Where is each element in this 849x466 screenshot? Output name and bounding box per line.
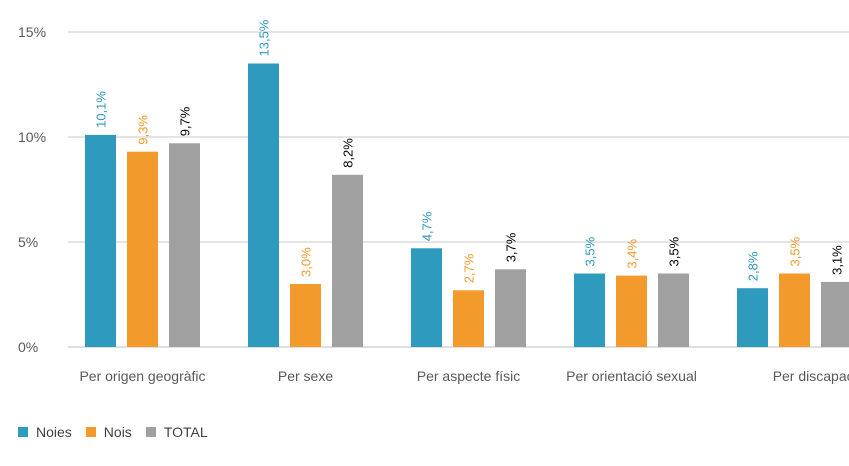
bar — [574, 273, 605, 347]
legend-label: TOTAL — [163, 424, 208, 440]
legend-swatch — [85, 427, 96, 437]
data-label: 9,3% — [136, 115, 151, 145]
category-label: Per aspecte físic — [417, 368, 521, 384]
data-label: 2,8% — [746, 251, 761, 281]
data-label: 8,2% — [341, 138, 356, 168]
bar — [821, 281, 849, 347]
category-label: Per sexe — [278, 368, 333, 384]
y-tick-label: 0% — [18, 339, 38, 355]
category-label: Per discapacitat — [773, 368, 849, 384]
bar — [332, 174, 363, 347]
bar — [290, 284, 321, 347]
data-label: 3,0% — [299, 247, 314, 277]
bar — [85, 134, 116, 347]
data-label: 3,5% — [788, 236, 803, 266]
bar — [411, 248, 442, 347]
bar — [779, 273, 810, 347]
bar — [737, 288, 768, 347]
data-label: 3,1% — [830, 245, 845, 275]
y-tick-label: 15% — [18, 24, 46, 40]
y-axis-tick-labels: 0% 5% 10% 15% — [18, 24, 46, 355]
bar — [127, 151, 158, 347]
category-label: Per orientació sexual — [566, 368, 697, 384]
bar — [169, 143, 200, 347]
data-label: 3,5% — [583, 236, 598, 266]
data-label: 10,1% — [94, 91, 109, 128]
legend: Noies Nois TOTAL — [18, 424, 222, 440]
data-label: 3,5% — [667, 236, 682, 266]
y-tick-label: 5% — [18, 234, 38, 250]
data-label: 3,7% — [504, 232, 519, 262]
bar — [453, 290, 484, 347]
bar — [616, 275, 647, 347]
data-label: 13,5% — [257, 19, 272, 56]
data-label: 3,4% — [625, 239, 640, 269]
bars — [85, 63, 849, 347]
data-label: 2,7% — [462, 253, 477, 283]
legend-swatch — [145, 427, 156, 437]
legend-label: Nois — [103, 424, 132, 440]
bar — [495, 269, 526, 347]
bar — [248, 63, 279, 347]
legend-item: Nois — [85, 424, 132, 440]
y-tick-label: 10% — [18, 129, 46, 145]
category-label: Per origen geogràfic — [79, 368, 205, 384]
data-labels: 10,1% 9,3% 9,7% 13,5% 3,0% 8,2% 4,7% 2,7% 3,7% 3,… — [94, 19, 845, 283]
legend-item: TOTAL — [145, 424, 208, 440]
legend-item: Noies — [18, 424, 72, 440]
x-axis-category-labels: Per origen geogràfic Per sexe Per aspecte … — [79, 368, 849, 384]
legend-label: Noies — [36, 424, 72, 440]
bar — [658, 273, 689, 347]
legend-swatch — [18, 427, 28, 437]
data-label: 4,7% — [420, 211, 435, 241]
data-label: 9,7% — [178, 106, 193, 136]
